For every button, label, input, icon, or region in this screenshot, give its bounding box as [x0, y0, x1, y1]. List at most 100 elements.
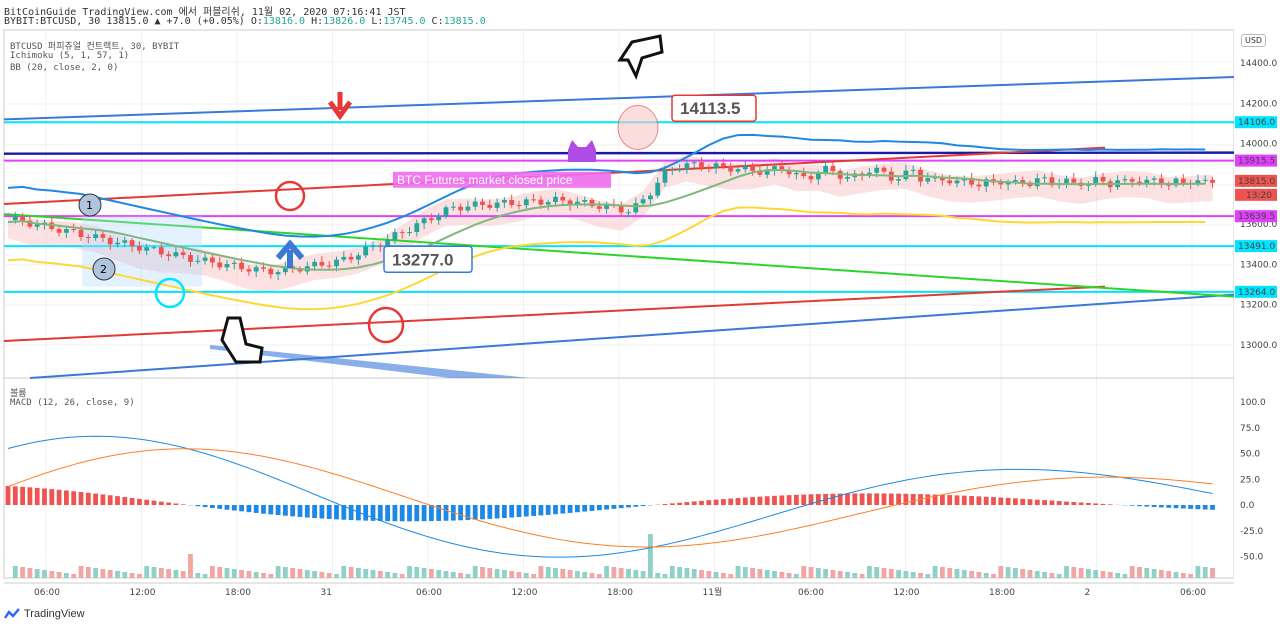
volume-bar-132 — [969, 571, 974, 578]
candle-body-113 — [830, 165, 836, 172]
macd-hist-76 — [560, 505, 566, 514]
macd-hist-16 — [122, 497, 128, 505]
volume-bar-140 — [1027, 570, 1033, 578]
volume-bar-102 — [750, 568, 755, 578]
macd-hist-150 — [1100, 503, 1106, 505]
macd-hist-143 — [1049, 500, 1055, 505]
volume-bar-142 — [1042, 572, 1047, 578]
down-arrow-icon — [327, 92, 353, 121]
volume-bar-150 — [1100, 571, 1106, 578]
close-value: 13815.0 — [443, 16, 486, 27]
volume-bar-25 — [188, 554, 193, 578]
candle-body-43 — [319, 261, 325, 266]
macd-hist-11 — [85, 492, 91, 505]
volume-bar-56 — [414, 567, 420, 578]
volume-bar-153 — [1122, 574, 1128, 578]
macd-hist-116 — [852, 493, 858, 505]
candle-body-7 — [56, 228, 62, 233]
blue-channel-top — [3, 75, 1235, 121]
candle-body-9 — [71, 229, 77, 231]
volume-bar-91 — [669, 566, 675, 578]
bb-legend[interactable]: BB (20, close, 2, 0) — [10, 63, 119, 73]
macd-hist-129 — [947, 495, 953, 505]
candle-body-80 — [589, 199, 595, 207]
neutral-icon — [154, 277, 186, 309]
volume-bar-63 — [465, 574, 471, 578]
macd-legend[interactable]: MACD (12, 26, close, 9) — [10, 398, 135, 408]
volume-bar-65 — [480, 567, 485, 578]
price-axis[interactable]: 13000.013200.013400.013600.013800.014000… — [1234, 30, 1280, 608]
price-label-bg-3 — [1235, 210, 1277, 223]
macd-hist-5 — [42, 488, 47, 505]
macd-hist-158 — [1159, 505, 1164, 508]
candle-body-122 — [896, 179, 901, 181]
symbol-legend[interactable]: BTCUSD 퍼피츄얼 컨트랙트, 30, BYBIT — [10, 42, 180, 52]
macd-hist-148 — [1086, 502, 1091, 505]
candle-body-49 — [363, 246, 369, 256]
macd-hist-69 — [509, 505, 515, 518]
open-value: 13816.0 — [262, 16, 306, 27]
candle-body-108 — [794, 173, 799, 175]
candle-body-100 — [735, 169, 741, 172]
volume-bar-14 — [107, 570, 113, 578]
macd-hist-136 — [998, 497, 1004, 505]
candle-body-72 — [531, 199, 536, 201]
macd-hist-65 — [480, 505, 485, 520]
candle-body-103 — [757, 170, 763, 175]
candle-body-94 — [691, 162, 697, 164]
volume-bar-79 — [582, 572, 588, 578]
candle-body-38 — [283, 266, 288, 273]
volume-bar-38 — [283, 567, 288, 578]
candle-body-37 — [275, 272, 281, 275]
volume-bar-106 — [779, 572, 785, 578]
volume-bar-11 — [85, 567, 91, 578]
macd-tick-2: 0.0 — [1240, 501, 1255, 511]
high-callout-text: 14113.5 — [680, 99, 741, 118]
volume-bar-31 — [231, 569, 237, 578]
currency-button[interactable]: USD — [1241, 34, 1267, 47]
volume-bar-3 — [27, 568, 33, 578]
tradingview-logo[interactable]: TradingView — [4, 608, 85, 620]
candle-body-63 — [465, 206, 471, 211]
high-value: 13826.0 — [323, 16, 366, 27]
candle-body-52 — [385, 239, 390, 247]
volume-bar-112 — [823, 569, 828, 578]
candle-body-160 — [1173, 178, 1179, 186]
volume-bar-141 — [1034, 571, 1040, 578]
macd-hist-12 — [93, 493, 98, 505]
price-tick-3: 13600.0 — [1240, 220, 1277, 230]
macd-hist-7 — [56, 489, 62, 505]
candle-body-33 — [246, 269, 252, 272]
publish-info: BitCoinGuide TradingView.com 에서 퍼블리쉬, 11… — [4, 7, 406, 18]
volume-bar-61 — [450, 572, 456, 578]
macd-hist-147 — [1078, 502, 1084, 505]
macd-hist-134 — [983, 496, 989, 505]
candle-body-19 — [144, 247, 150, 251]
time-tick-11: 2 — [1085, 588, 1091, 598]
price-label-1: 13915.5 — [1238, 157, 1275, 167]
candle-body-28 — [210, 257, 215, 263]
candle-body-124 — [910, 169, 916, 171]
volume-bar-98 — [721, 573, 726, 578]
candle-body-159 — [1166, 184, 1172, 186]
candle-body-163 — [1195, 180, 1201, 185]
candle-body-96 — [706, 168, 712, 170]
candle-body-18 — [137, 246, 142, 251]
volume-bar-139 — [1020, 569, 1026, 578]
volume-bar-123 — [903, 571, 909, 578]
volume-legend[interactable]: 볼륨 — [10, 389, 27, 399]
candle-body-60 — [443, 207, 449, 217]
candle-body-21 — [158, 247, 164, 255]
time-axis[interactable]: 06:00 12:00 18:00 31 06:00 12:00 18:00 11월 06:00… — [4, 582, 1234, 598]
candle-body-65 — [480, 201, 485, 205]
candle-body-101 — [742, 165, 748, 170]
price-tick-1: 13200.0 — [1240, 301, 1277, 311]
macd-hist-44 — [326, 505, 332, 519]
volume-bar-51 — [377, 571, 383, 578]
volume-bar-50 — [370, 570, 376, 578]
volume-bar-37 — [275, 566, 281, 578]
ichimoku-legend[interactable]: Ichimoku (5, 1, 57, 1) — [10, 51, 130, 61]
candle-body-115 — [845, 177, 850, 179]
candle-body-76 — [560, 196, 566, 201]
